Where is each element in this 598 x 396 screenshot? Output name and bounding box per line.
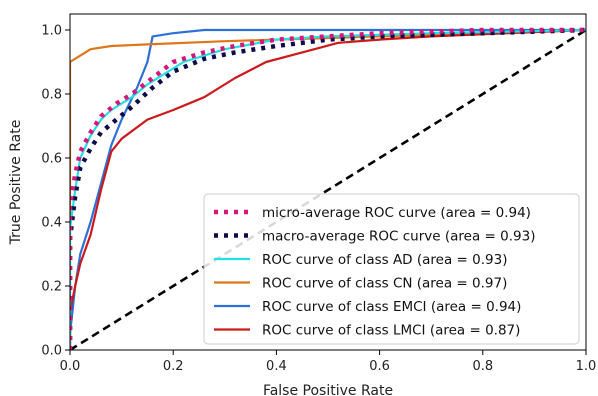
plot-frame [69, 13, 587, 351]
x-tick-label: 0.2 [163, 359, 184, 374]
legend-label: ROC curve of class EMCI (area = 0.94) [262, 299, 521, 315]
x-axis-label: False Positive Rate [263, 383, 393, 396]
x-tick-label: 0.4 [266, 359, 287, 374]
x-tick-label: 0.8 [472, 359, 493, 374]
y-tick-label: 0.0 [41, 344, 62, 359]
legend-label: ROC curve of class LMCI (area = 0.87) [262, 323, 520, 339]
series-line-macro-average-roc-curve [70, 27, 586, 350]
x-tick-label: 0.0 [60, 359, 81, 374]
y-tick-label: 0.4 [41, 216, 62, 231]
series-line-roc-curve-of-class-cn [70, 28, 586, 350]
y-tick-label: 0.8 [41, 88, 62, 103]
y-tick-label: 1.0 [41, 24, 62, 39]
x-tick-label: 1.0 [576, 359, 597, 374]
legend-label: ROC curve of class CN (area = 0.97) [262, 276, 507, 292]
y-axis-label: True Positive Rate [8, 120, 24, 246]
series-line-chance-diagonal [70, 28, 586, 350]
x-tick-label: 0.6 [369, 359, 390, 374]
series-layer [70, 27, 586, 350]
series-line-micro-average-roc-curve [70, 27, 586, 350]
y-tick-label: 0.6 [41, 152, 62, 167]
legend-box [203, 193, 580, 345]
y-tick-label: 0.2 [41, 280, 62, 295]
ticks-layer: 0.0 0.2 0.4 0.6 0.8 1.0 0.0 0.2 0.4 0.6 0.8 1.0 [41, 24, 596, 375]
legend: micro-average ROC curve (area = 0.94) mac… [203, 193, 580, 345]
legend-label: macro-average ROC curve (area = 0.93) [262, 229, 535, 245]
legend-label: ROC curve of class AD (area = 0.93) [262, 252, 507, 268]
series-line-roc-curve-of-class-lmci [70, 28, 586, 350]
legend-label: micro-average ROC curve (area = 0.94) [262, 205, 531, 221]
